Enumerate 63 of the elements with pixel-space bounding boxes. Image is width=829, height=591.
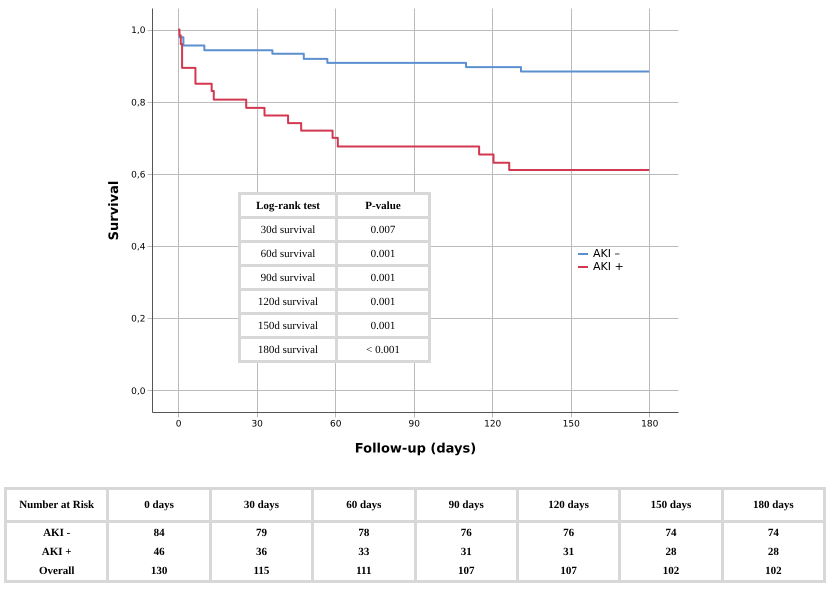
- annotation: 0.001: [336, 266, 430, 290]
- y-tick-label: 0,6: [131, 170, 146, 180]
- annotation: 0.001: [336, 314, 430, 338]
- x-tick-label: 90 days: [415, 488, 518, 522]
- y-tick-label: 0,4: [131, 242, 146, 253]
- data-label: 31: [415, 542, 518, 561]
- x-tick-label: 180: [641, 420, 659, 430]
- data-label: 107: [517, 561, 620, 582]
- data-label: 74: [620, 522, 722, 542]
- annotation: 180d survival: [240, 338, 336, 362]
- data-label: 31: [517, 542, 620, 561]
- x-tick-label: 0 days: [108, 488, 210, 522]
- data-label: 107: [415, 561, 518, 582]
- x-tick-label: 90: [408, 420, 420, 430]
- annotation: 30d survival: [240, 218, 336, 242]
- x-tick-label: 150: [562, 420, 580, 430]
- data-label: 28: [620, 542, 722, 561]
- data-label: 76: [517, 522, 620, 542]
- y-tick-label: 0,2: [131, 314, 146, 325]
- data-label: 33: [312, 542, 415, 561]
- data-label: 78: [312, 522, 415, 542]
- x-tick-label: 180 days: [722, 488, 824, 522]
- data-label: 74: [722, 522, 824, 542]
- annotation: 120d survival: [240, 290, 336, 314]
- data-label: 79: [210, 522, 313, 542]
- chart-title: Number at Risk: [6, 488, 108, 522]
- x-tick-label: 60 days: [312, 488, 415, 522]
- data-label: 115: [210, 561, 313, 582]
- x-tick-label: 30 days: [210, 488, 313, 522]
- data-label: 102: [620, 561, 722, 582]
- annotation: < 0.001: [336, 338, 430, 362]
- data-label: 46: [108, 542, 210, 561]
- y-tick-label: Overall: [6, 561, 108, 582]
- legend-label: AKI –: [593, 247, 620, 260]
- annotation: 0.001: [336, 242, 430, 266]
- data-label: 28: [722, 542, 824, 561]
- legend-label: AKI +: [593, 260, 624, 273]
- y-tick-label: AKI -: [6, 522, 108, 542]
- annotation: 150d survival: [240, 314, 336, 338]
- x-tick-label: 150 days: [620, 488, 722, 522]
- x-tick-label: 120 days: [517, 488, 620, 522]
- y-tick-label: 0,8: [131, 98, 146, 108]
- data-label: 84: [108, 522, 210, 542]
- x-tick-label: 30: [251, 420, 264, 430]
- data-label: 36: [210, 542, 313, 561]
- data-label: 111: [312, 561, 415, 582]
- annotation: 0.007: [336, 218, 430, 242]
- y-tick-label: 0,0: [131, 386, 146, 397]
- annotation: P-value: [336, 194, 430, 218]
- y-tick-label: 1,0: [131, 26, 146, 36]
- annotation: 90d survival: [240, 266, 336, 290]
- data-label: 102: [722, 561, 824, 582]
- annotation: Log-rank test: [240, 194, 336, 218]
- data-label: 130: [108, 561, 210, 582]
- annotation: 0.001: [336, 290, 430, 314]
- annotation: 60d survival: [240, 242, 336, 266]
- x-tick-label: 120: [484, 420, 502, 430]
- x-tick-label: 0: [176, 420, 182, 430]
- y-tick-label: AKI +: [6, 542, 108, 561]
- data-label: 76: [415, 522, 518, 542]
- x-tick-label: 60: [330, 420, 342, 430]
- x-axis-title: Follow-up (days): [354, 442, 476, 456]
- y-axis-title: Survival: [107, 180, 122, 240]
